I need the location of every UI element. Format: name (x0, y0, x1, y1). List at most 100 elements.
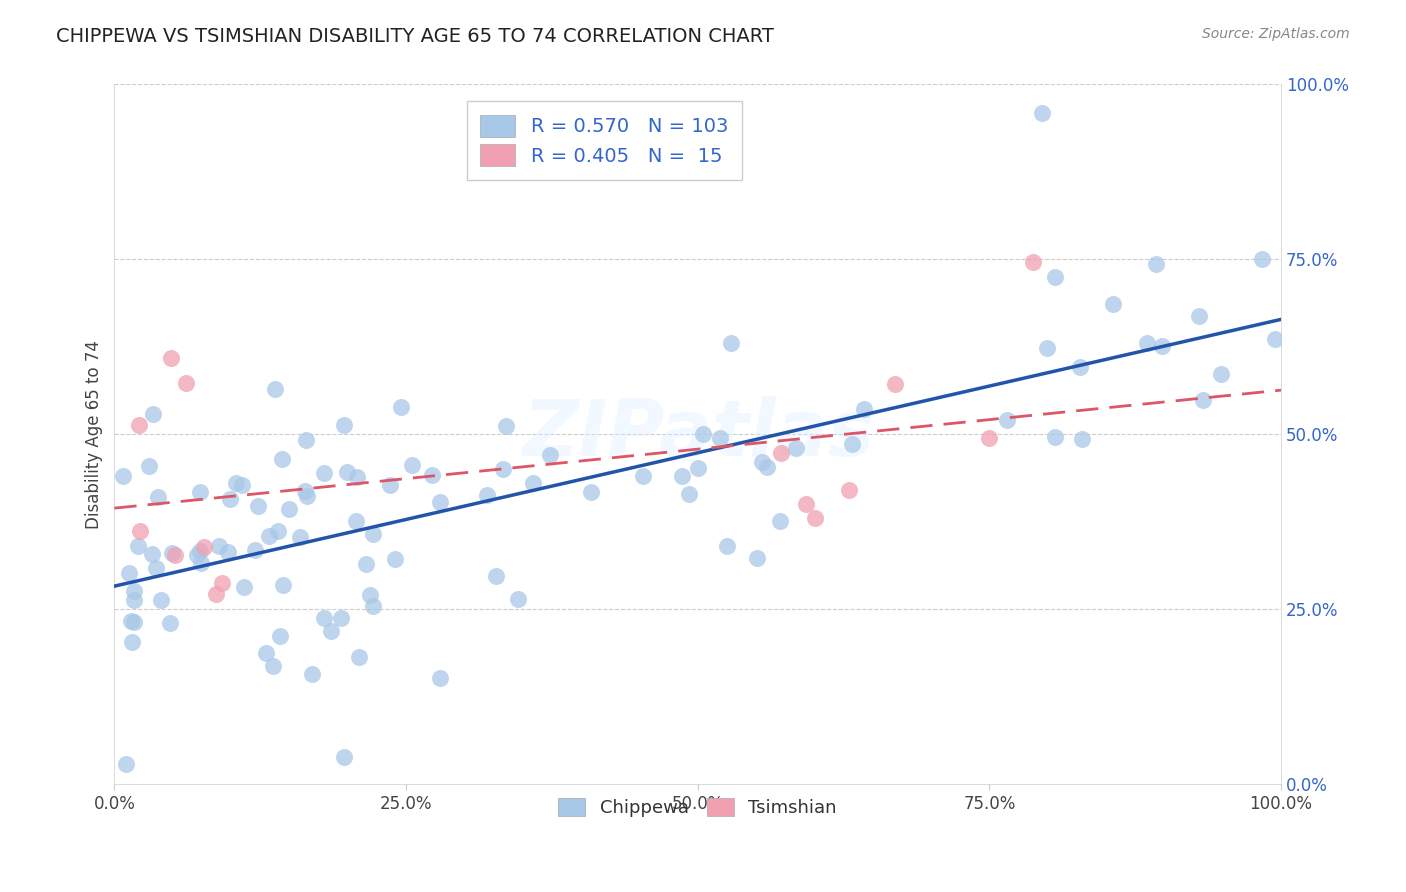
Point (336, 465, 359, 479)
Point (254, 646, 277, 660)
Text: CHIPPEWA VS TSIMSHIAN DISABILITY AGE 65 TO 74 CORRELATION CHART: CHIPPEWA VS TSIMSHIAN DISABILITY AGE 65 … (56, 27, 775, 45)
Point (359, 588, 381, 602)
Point (485, 568, 508, 582)
Point (128, 417, 150, 432)
Point (188, 543, 211, 558)
Point (692, 426, 714, 441)
Point (219, 491, 242, 506)
Point (363, 599, 385, 613)
Point (186, 548, 208, 562)
Point (804, 510, 827, 524)
Point (852, 402, 875, 417)
Point (160, 351, 183, 366)
Point (346, 469, 368, 483)
Legend: Chippewa, Tsimshian: Chippewa, Tsimshian (551, 790, 844, 824)
Point (264, 382, 287, 396)
Point (716, 539, 738, 553)
Point (347, 650, 370, 665)
Point (1036, 341, 1059, 355)
Point (1192, 392, 1215, 407)
Point (1031, 106, 1053, 120)
Point (838, 483, 860, 498)
Point (884, 376, 907, 391)
Point (977, 431, 1000, 445)
Point (671, 469, 693, 483)
Point (312, 466, 335, 480)
Point (114, 757, 136, 772)
Point (290, 530, 312, 544)
Point (321, 624, 343, 639)
Point (333, 750, 356, 764)
Point (475, 488, 498, 502)
Point (122, 615, 145, 630)
Point (190, 557, 212, 571)
Point (1209, 367, 1232, 381)
Point (141, 547, 163, 561)
Point (678, 487, 700, 501)
Point (785, 442, 807, 456)
Point (301, 666, 323, 681)
Point (631, 469, 654, 483)
Point (257, 529, 280, 543)
Point (111, 469, 134, 483)
Point (751, 455, 773, 469)
Point (344, 514, 367, 528)
Point (420, 467, 443, 482)
Point (506, 591, 529, 606)
Point (429, 495, 451, 509)
Text: ZIPatlas: ZIPatlas (522, 396, 873, 473)
Point (401, 458, 423, 472)
Point (188, 484, 211, 499)
Point (522, 476, 544, 491)
Point (538, 449, 561, 463)
Point (363, 527, 385, 541)
Point (120, 614, 142, 628)
Point (122, 584, 145, 599)
Point (841, 437, 863, 451)
Point (233, 580, 256, 594)
Point (245, 542, 267, 557)
Point (1071, 432, 1094, 446)
Point (1043, 269, 1066, 284)
Point (995, 413, 1018, 427)
Point (1251, 252, 1274, 267)
Y-axis label: Disability Age 65 to 74: Disability Age 65 to 74 (86, 340, 103, 529)
Point (142, 407, 165, 421)
Point (1264, 332, 1286, 346)
Point (1069, 359, 1091, 374)
Point (755, 460, 778, 475)
Point (770, 446, 793, 460)
Point (1188, 309, 1211, 323)
Point (333, 417, 356, 432)
Point (688, 461, 710, 475)
Point (330, 611, 353, 625)
Point (1043, 430, 1066, 444)
Point (148, 491, 170, 505)
Point (267, 524, 290, 538)
Point (295, 433, 318, 447)
Point (211, 576, 233, 591)
Point (149, 593, 172, 607)
Point (277, 501, 299, 516)
Point (294, 483, 316, 498)
Point (384, 552, 406, 566)
Point (121, 635, 143, 649)
Point (794, 497, 817, 511)
Point (1150, 339, 1173, 353)
Point (1022, 255, 1045, 269)
Point (129, 524, 152, 538)
Point (312, 611, 335, 625)
Point (720, 336, 742, 351)
Point (391, 400, 413, 414)
Point (122, 593, 145, 607)
Point (127, 539, 149, 553)
Point (193, 540, 215, 554)
Point (269, 629, 291, 643)
Point (380, 478, 402, 492)
Point (769, 514, 792, 528)
Point (231, 478, 253, 492)
Point (745, 551, 768, 566)
Point (1102, 297, 1125, 311)
Point (581, 485, 603, 500)
Text: Source: ZipAtlas.com: Source: ZipAtlas.com (1202, 27, 1350, 41)
